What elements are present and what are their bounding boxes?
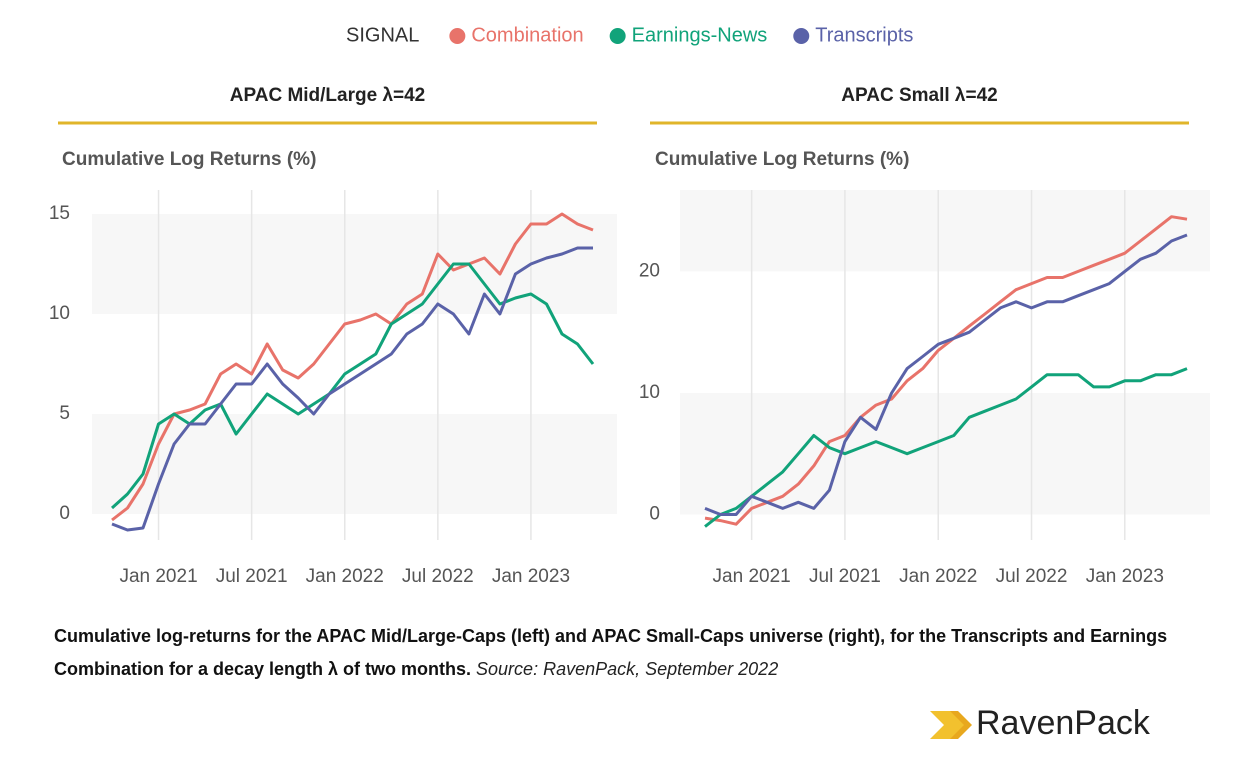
series-line <box>704 233 1188 516</box>
chart-title: APAC Mid/Large λ=42 <box>230 85 426 106</box>
caption-text: Cumulative log-returns for the APAC Mid/… <box>54 626 1168 679</box>
y-tick-label: 20 <box>639 260 660 281</box>
series-line <box>704 215 1188 526</box>
legend-title: SIGNAL <box>346 24 419 46</box>
x-tick-label: Jan 2021 <box>119 566 197 587</box>
series-line <box>110 262 595 510</box>
y-tick-label: 10 <box>49 303 70 324</box>
y-tick-label: 0 <box>59 503 70 524</box>
band <box>680 190 1210 272</box>
logo-icon <box>930 711 972 739</box>
band <box>92 414 617 514</box>
caption: Cumulative log-returns for the APAC Mid/… <box>54 620 1174 686</box>
x-tick-label: Jan 2022 <box>306 566 384 587</box>
caption-source: Source: RavenPack, September 2022 <box>476 659 779 679</box>
legend-marker <box>449 28 466 44</box>
series-line <box>111 246 593 532</box>
legend-label: Combination <box>471 24 583 46</box>
y-tick-label: 10 <box>639 382 660 403</box>
series-line <box>704 367 1188 528</box>
legend-marker <box>793 28 810 44</box>
x-tick-label: Jan 2023 <box>1086 566 1164 587</box>
x-tick-label: Jan 2021 <box>713 566 791 587</box>
y-tick-label: 15 <box>49 203 70 224</box>
y-tick-label: 0 <box>649 503 660 524</box>
x-tick-label: Jan 2022 <box>899 566 977 587</box>
x-tick-label: Jan 2023 <box>492 566 570 587</box>
chart-title: APAC Small λ=42 <box>841 85 997 106</box>
x-tick-label: Jul 2021 <box>809 566 881 587</box>
legend-label: Transcripts <box>815 24 913 46</box>
y-axis-label: Cumulative Log Returns (%) <box>655 149 909 170</box>
legend-marker <box>609 28 626 44</box>
logo-chevron <box>950 711 972 739</box>
band <box>680 392 1210 515</box>
series-line <box>111 212 594 522</box>
y-tick-label: 5 <box>59 403 70 424</box>
x-tick-label: Jul 2022 <box>402 566 474 587</box>
x-tick-label: Jul 2022 <box>996 566 1068 587</box>
y-axis-label: Cumulative Log Returns (%) <box>62 149 316 170</box>
logo-text: RavenPack <box>976 704 1151 742</box>
x-tick-label: Jul 2021 <box>216 566 288 587</box>
legend-label: Earnings-News <box>632 24 768 46</box>
